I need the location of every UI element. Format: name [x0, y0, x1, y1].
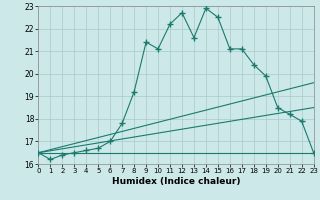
X-axis label: Humidex (Indice chaleur): Humidex (Indice chaleur)	[112, 177, 240, 186]
